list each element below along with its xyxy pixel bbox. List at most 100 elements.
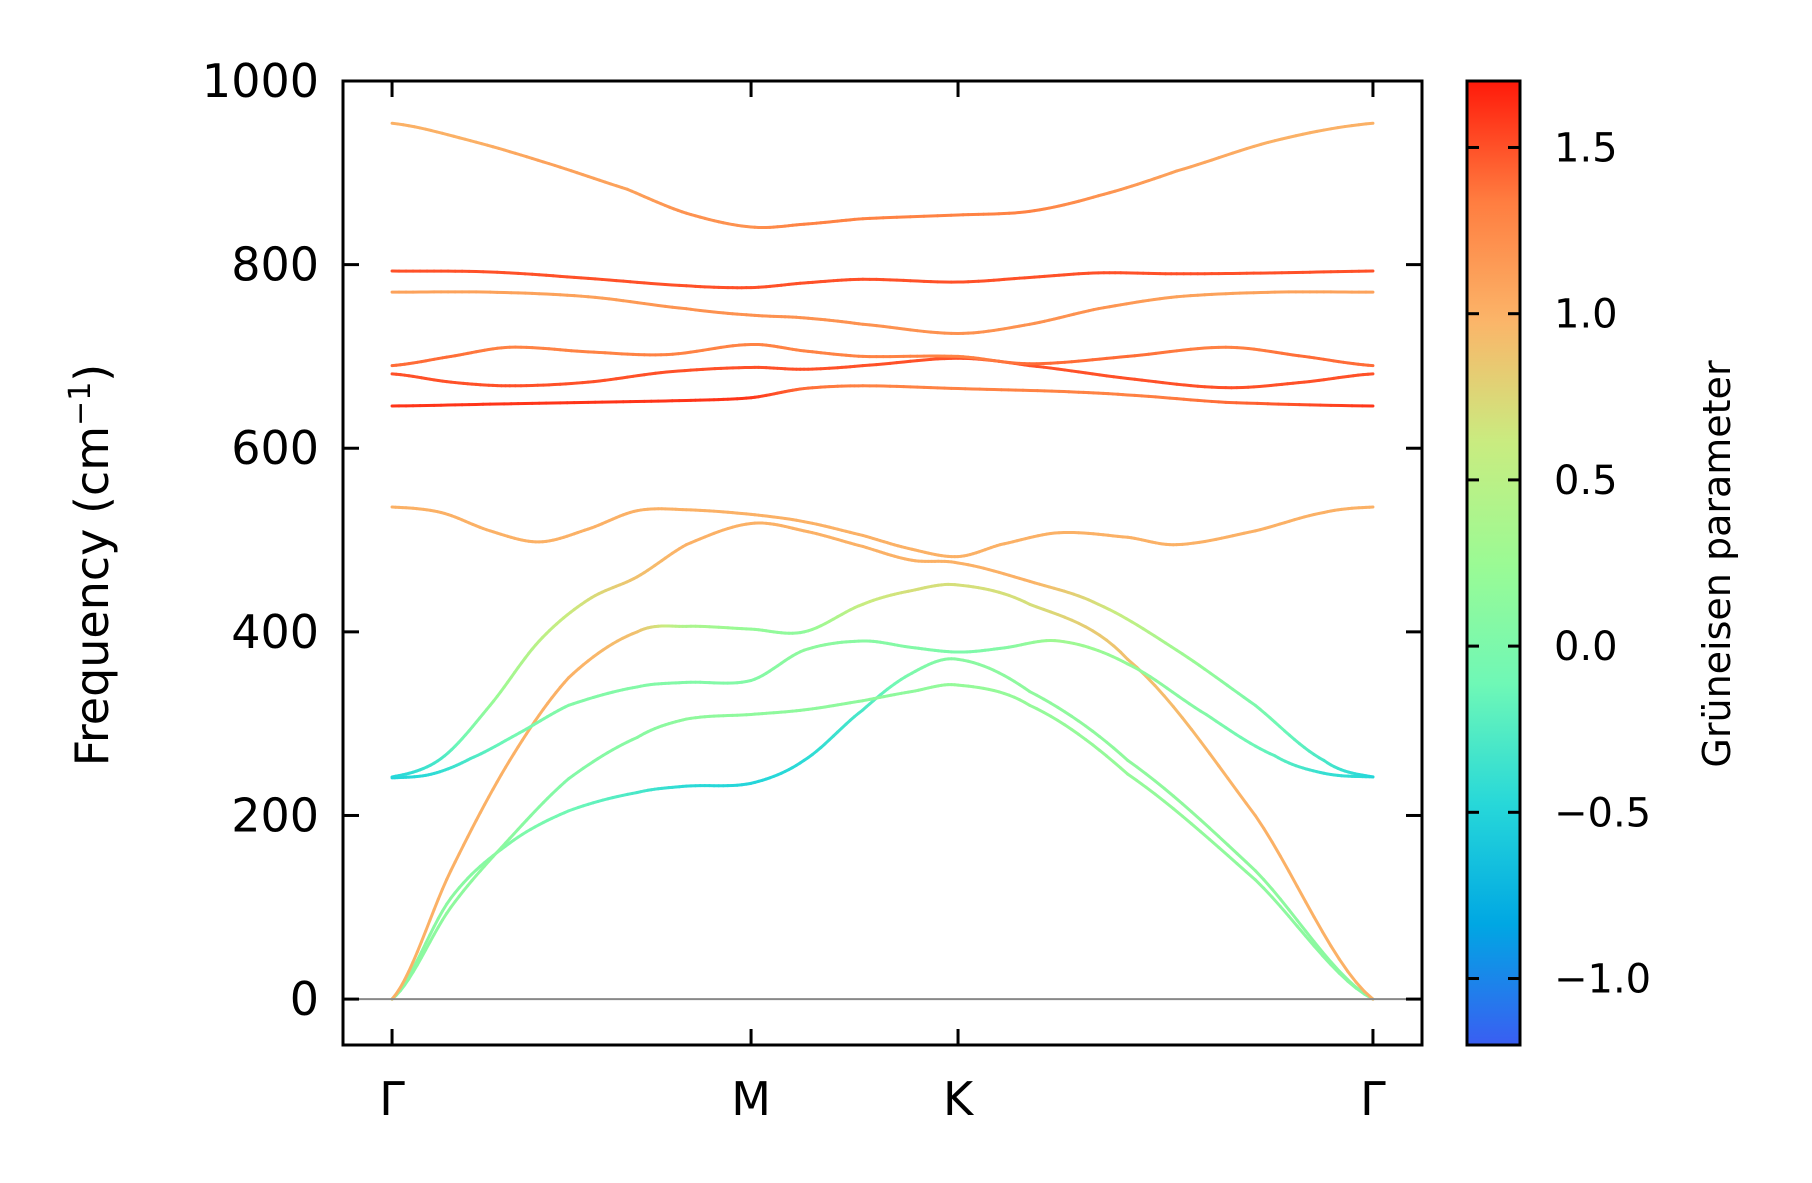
band-segment — [1126, 758, 1139, 769]
band-segment — [457, 843, 466, 856]
band-segment — [1312, 944, 1325, 958]
band-segment — [1262, 886, 1274, 899]
band-12 — [390, 121, 1375, 230]
band-segment — [1217, 835, 1230, 847]
band-2 — [390, 683, 1375, 1001]
band-segment — [1199, 739, 1212, 756]
band-segment — [1199, 818, 1212, 830]
band-segment — [1295, 885, 1308, 904]
plot-frame — [341, 79, 1424, 1047]
band-segment — [1208, 826, 1221, 839]
band-segment — [1278, 854, 1291, 873]
band-1 — [390, 657, 1375, 1001]
band-6 — [390, 505, 1375, 559]
y-tick-label: 1000 — [202, 54, 319, 108]
band-segment — [1253, 813, 1266, 830]
band-segment — [1235, 789, 1248, 805]
band-segment — [419, 929, 428, 944]
band-segment — [1226, 776, 1239, 793]
band-segment — [1112, 644, 1123, 654]
band-segment — [1262, 826, 1274, 844]
band-segment — [415, 950, 423, 962]
band-9 — [390, 342, 1375, 368]
band-segment — [1304, 900, 1316, 919]
colorbar-title: Grüneisen parameter — [1695, 360, 1739, 768]
y-axis-unit-exponent: −1 — [63, 382, 98, 426]
band-segment — [1153, 779, 1166, 790]
band-segment — [1180, 814, 1193, 826]
band-segment — [428, 925, 436, 937]
band-segment — [1126, 772, 1139, 783]
band-segment — [1098, 748, 1109, 758]
band-segment — [424, 918, 432, 933]
band-segment — [1162, 799, 1175, 811]
band-segment — [415, 940, 423, 954]
band-segment — [1153, 684, 1166, 698]
colorbar-tick-label: 1.5 — [1554, 125, 1618, 171]
band-segment — [1304, 929, 1316, 944]
colorbar-tick-label: 0.5 — [1554, 458, 1618, 504]
band-segment — [1244, 870, 1257, 882]
band-segment — [470, 819, 478, 831]
band-segment — [1287, 914, 1299, 928]
band-segment — [453, 852, 461, 864]
band-segment — [1287, 869, 1299, 889]
y-tick-label: 200 — [231, 788, 319, 842]
band-segment — [407, 960, 415, 973]
band-segment — [1270, 840, 1282, 858]
band-segment — [1135, 765, 1148, 776]
band-segment — [1244, 860, 1257, 873]
colorbar-tick-label: −1.0 — [1554, 957, 1651, 1003]
band-lines — [390, 121, 1375, 1001]
y-tick-label: 400 — [231, 605, 319, 659]
band-segment — [1287, 908, 1299, 922]
y-tick-label: 600 — [231, 421, 319, 475]
y-axis-title-text: Frequency (cm — [65, 426, 119, 766]
colorbar-tick-label: 1.0 — [1554, 292, 1618, 338]
band-segment — [1321, 954, 1333, 967]
band-segment — [1135, 779, 1148, 789]
band-5 — [390, 521, 1375, 779]
band-segment — [1105, 740, 1116, 750]
band-7 — [390, 384, 1375, 408]
band-segment — [436, 887, 444, 901]
band-segment — [411, 958, 419, 971]
band-segment — [449, 860, 457, 873]
y-axis-title-close: ) — [65, 364, 119, 382]
x-tick-label: Γ — [379, 1072, 405, 1126]
band-segment — [1189, 822, 1203, 834]
band-segment — [1208, 838, 1221, 849]
band-segment — [1144, 674, 1157, 688]
band-segment — [1278, 905, 1291, 918]
band-segment — [1162, 786, 1175, 798]
band-segment — [1208, 752, 1221, 768]
band-segment — [1329, 960, 1341, 973]
colorbar-gradient — [1467, 81, 1520, 1045]
colorbar-tick-label: −0.5 — [1554, 790, 1651, 836]
colorbar-tick-label: 0.0 — [1554, 624, 1618, 670]
band-segment — [1105, 754, 1116, 764]
band-segment — [1337, 971, 1350, 983]
band-segment — [1189, 810, 1203, 822]
x-tick-label: M — [731, 1072, 771, 1126]
band-segment — [1346, 969, 1358, 984]
band-segment — [1171, 807, 1184, 818]
band-segment — [1278, 897, 1291, 912]
band-segment — [1189, 727, 1203, 743]
band-segment — [1119, 752, 1130, 762]
y-tick-labels: 0 200 400 600 800 1000 — [202, 54, 319, 1026]
colorbar-tick-labels: −1.0 −0.5 0.0 0.5 1.0 1.5 — [1554, 125, 1651, 1002]
colorbar-ticks — [1467, 145, 1520, 981]
x-tick-label: K — [943, 1072, 975, 1126]
band-segment — [1226, 854, 1239, 866]
band-segment — [403, 969, 411, 982]
y-axis-title: Frequency (cm−1) — [63, 364, 119, 767]
y-tick-label: 0 — [290, 972, 319, 1026]
band-segment — [1235, 852, 1248, 864]
band-segment — [1337, 957, 1350, 973]
band-segment — [1346, 979, 1358, 990]
band-segment — [1180, 716, 1193, 731]
band-segment — [1295, 924, 1308, 938]
band-segment — [1312, 915, 1325, 934]
